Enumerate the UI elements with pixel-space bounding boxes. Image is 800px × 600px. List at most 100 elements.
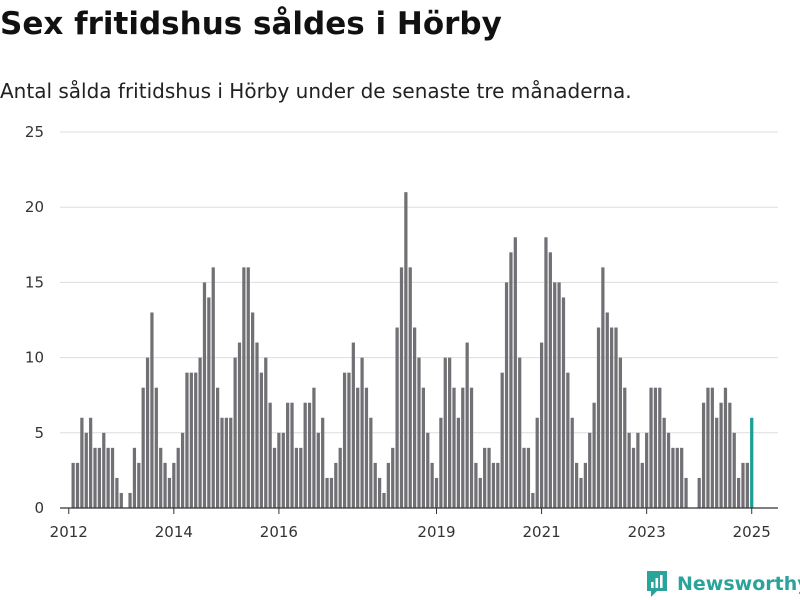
bar [522, 447, 526, 508]
bar [448, 357, 452, 508]
annotations: 6 [760, 0, 770, 4]
bar [369, 417, 373, 508]
chart-title: Sex fritidshus såldes i Hörby [0, 6, 502, 42]
y-tick-label: 5 [34, 424, 44, 442]
newsworthy-brand[interactable]: Newsworthy [645, 569, 800, 599]
bar [299, 447, 303, 508]
bar [553, 282, 557, 508]
bar [202, 282, 207, 508]
bar [259, 372, 264, 508]
data-label: 6 [760, 0, 770, 4]
x-tick-label: 2014 [155, 523, 193, 541]
bar [461, 387, 465, 508]
bar [579, 477, 583, 508]
bar [715, 417, 719, 508]
x-tick-label: 2016 [260, 523, 298, 541]
bar [163, 462, 167, 508]
bar [395, 327, 399, 508]
bar [176, 447, 180, 508]
bar [531, 492, 535, 508]
bar [286, 402, 290, 508]
bar [640, 462, 644, 508]
bar [325, 477, 329, 508]
newsworthy-logo-icon [647, 571, 667, 597]
bar [71, 462, 75, 508]
bar [242, 267, 246, 508]
bar [513, 237, 517, 508]
bar [680, 447, 684, 508]
bar [666, 432, 671, 508]
bar [430, 462, 434, 508]
bar [496, 462, 500, 508]
bar [364, 387, 369, 508]
y-tick-label: 15 [25, 273, 44, 291]
bar [159, 447, 163, 508]
bar [377, 477, 382, 508]
bar [132, 447, 137, 508]
bar [399, 267, 404, 508]
bar [588, 432, 592, 508]
bar [321, 417, 325, 508]
bar [745, 462, 749, 508]
bar [329, 477, 334, 508]
x-tick-label: 2019 [417, 523, 455, 541]
bar [658, 387, 662, 508]
bar [180, 432, 185, 508]
bar [601, 267, 605, 508]
bar [426, 432, 430, 508]
bar [106, 447, 110, 508]
bar [356, 387, 360, 508]
bar [404, 192, 408, 508]
bar [750, 417, 754, 508]
bar [347, 372, 351, 508]
bar [741, 462, 745, 508]
chart-subtitle: Antal sålda fritidshus i Hörby under de … [0, 79, 632, 103]
x-tick-label: 2021 [522, 523, 560, 541]
bar [351, 342, 355, 508]
bar [478, 477, 482, 508]
bar [701, 402, 706, 508]
bar [452, 387, 456, 508]
bar [84, 432, 88, 508]
bar [614, 327, 618, 508]
bar [583, 462, 587, 508]
bar [338, 447, 342, 508]
brand-name: Newsworthy [677, 573, 800, 595]
bar [596, 327, 601, 508]
bar [653, 387, 658, 508]
bar [662, 417, 666, 508]
bar [264, 357, 268, 508]
bar [167, 477, 172, 508]
bar [526, 447, 531, 508]
bar [102, 432, 106, 508]
bar [732, 432, 736, 508]
bar [93, 447, 97, 508]
bar [307, 402, 312, 508]
bar [229, 417, 233, 508]
bar [636, 432, 640, 508]
bar [342, 372, 347, 508]
bar [500, 372, 504, 508]
bar [649, 387, 653, 508]
bar [631, 447, 636, 508]
bar [137, 462, 141, 508]
x-tick-label: 2025 [733, 523, 771, 541]
bar [128, 492, 132, 508]
bar [413, 327, 417, 508]
bar [211, 267, 215, 508]
bar [215, 387, 220, 508]
bar [194, 372, 198, 508]
bar [277, 432, 281, 508]
bar [618, 357, 623, 508]
bar [115, 477, 119, 508]
bar [592, 402, 596, 508]
bar [334, 462, 338, 508]
bar [671, 447, 675, 508]
bar [736, 477, 741, 508]
y-tick-label: 0 [34, 499, 44, 517]
bar [474, 462, 478, 508]
bar [504, 282, 509, 508]
bar [281, 432, 285, 508]
bar [557, 282, 561, 508]
